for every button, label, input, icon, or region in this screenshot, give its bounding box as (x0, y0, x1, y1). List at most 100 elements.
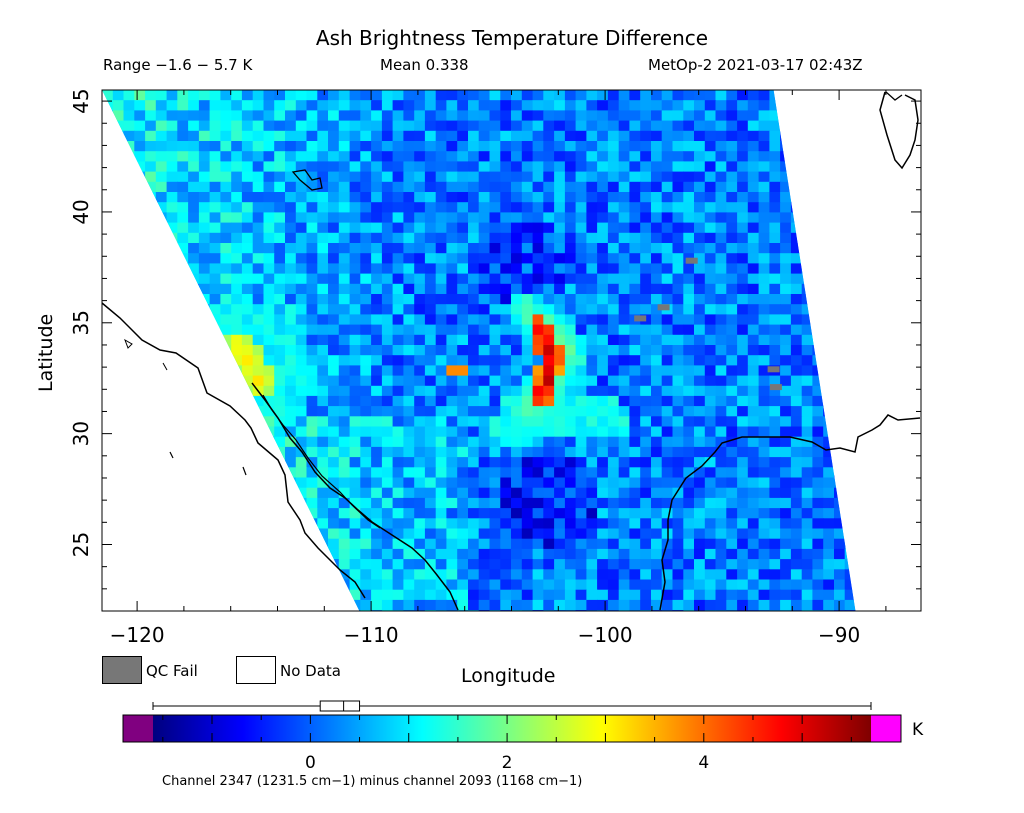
heatmap-cell (500, 406, 512, 417)
heatmap-cell (532, 232, 544, 244)
heatmap-cell (457, 243, 469, 254)
heatmap-cell (812, 212, 824, 224)
heatmap-cell (683, 528, 695, 540)
heatmap-cell (252, 508, 265, 519)
heatmap-cell (532, 192, 544, 203)
heatmap-cell (446, 314, 458, 326)
heatmap-cell (328, 416, 340, 428)
heatmap-cell (726, 161, 738, 173)
heatmap-cell (102, 212, 114, 224)
heatmap-cell (403, 263, 415, 275)
heatmap-cell (747, 599, 760, 611)
heatmap-cell (737, 487, 749, 499)
heatmap-cell (769, 559, 781, 570)
heatmap-cell (823, 243, 835, 254)
heatmap-cell (134, 548, 146, 560)
heatmap-cell (328, 345, 340, 356)
heatmap-cell (285, 355, 297, 366)
heatmap-cell (899, 110, 910, 121)
heatmap-cell (123, 497, 135, 509)
heatmap-cell (607, 90, 620, 101)
heatmap-cell (586, 436, 598, 448)
heatmap-cell (435, 324, 448, 336)
heatmap-cell (640, 324, 652, 336)
heatmap-cell (295, 569, 308, 581)
heatmap-cell (672, 171, 684, 183)
heatmap-cell (338, 457, 351, 468)
heatmap-cell (618, 161, 631, 173)
heatmap-cell (823, 110, 835, 122)
heatmap-cell (489, 416, 501, 428)
heatmap-cell (220, 314, 232, 326)
heatmap-cell (306, 130, 318, 142)
heatmap-cell (112, 365, 125, 377)
heatmap-cell (145, 100, 157, 111)
heatmap-cell (435, 395, 448, 407)
heatmap-cell (564, 334, 577, 346)
heatmap-cell (683, 426, 695, 438)
heatmap-cell (198, 212, 211, 224)
heatmap-cell (812, 243, 824, 254)
heatmap-cell (640, 528, 652, 540)
heatmap-cell (177, 171, 189, 183)
heatmap-cell (737, 426, 749, 438)
heatmap-cell (155, 406, 168, 417)
heatmap-cell (683, 232, 695, 244)
heatmap-cell (651, 304, 663, 315)
heatmap-cell (543, 579, 555, 591)
heatmap-cell (586, 467, 598, 479)
heatmap-cell (651, 395, 663, 407)
heatmap-cell (899, 141, 910, 152)
heatmap-cell (726, 385, 738, 397)
heatmap-cell (478, 90, 491, 101)
heatmap-cell (564, 599, 577, 611)
heatmap-cell (866, 580, 877, 591)
heatmap-cell (263, 345, 275, 356)
heatmap-cell (123, 477, 135, 489)
heatmap-cell (392, 538, 404, 550)
heatmap-cell (575, 579, 587, 591)
heatmap-cell (618, 599, 631, 611)
heatmap-cell (489, 273, 501, 285)
heatmap-cell (435, 314, 448, 326)
heatmap-cell (629, 294, 641, 305)
heatmap-cell (586, 141, 598, 152)
heatmap-cell (672, 375, 684, 387)
heatmap-cell (521, 100, 534, 111)
heatmap-cell (780, 518, 792, 530)
heatmap-cell (155, 426, 168, 438)
heatmap-cell (812, 130, 824, 142)
heatmap-cell (661, 283, 674, 295)
heatmap-cell (381, 528, 394, 540)
heatmap-cell (694, 589, 706, 601)
heatmap-cell (446, 406, 458, 417)
heatmap-cell (381, 355, 394, 366)
heatmap-cell (737, 477, 749, 489)
heatmap-cell (317, 477, 329, 489)
heatmap-cell (715, 232, 727, 244)
heatmap-cell (468, 426, 480, 438)
heatmap-cell (877, 365, 888, 376)
heatmap-cell (371, 253, 383, 264)
heatmap-cell (177, 579, 189, 591)
heatmap-cell (317, 334, 329, 346)
heatmap-cell (511, 395, 523, 407)
heatmap-cell (166, 467, 178, 479)
heatmap-cell (500, 130, 512, 142)
heatmap-cell (198, 294, 211, 305)
heatmap-cell (285, 436, 297, 448)
heatmap-cell (564, 508, 577, 519)
heatmap-cell (263, 416, 275, 428)
heatmap-cell (672, 212, 684, 224)
heatmap-cell (737, 548, 749, 560)
heatmap-cell (715, 518, 727, 530)
heatmap-cell (629, 202, 641, 213)
heatmap-cell (317, 171, 329, 183)
heatmap-cell (618, 365, 631, 377)
heatmap-cell (198, 579, 211, 591)
heatmap-cell (338, 334, 351, 346)
heatmap-cell (704, 569, 717, 581)
heatmap-cell (920, 325, 931, 336)
heatmap-cell (737, 294, 749, 305)
heatmap-cell (866, 314, 877, 325)
